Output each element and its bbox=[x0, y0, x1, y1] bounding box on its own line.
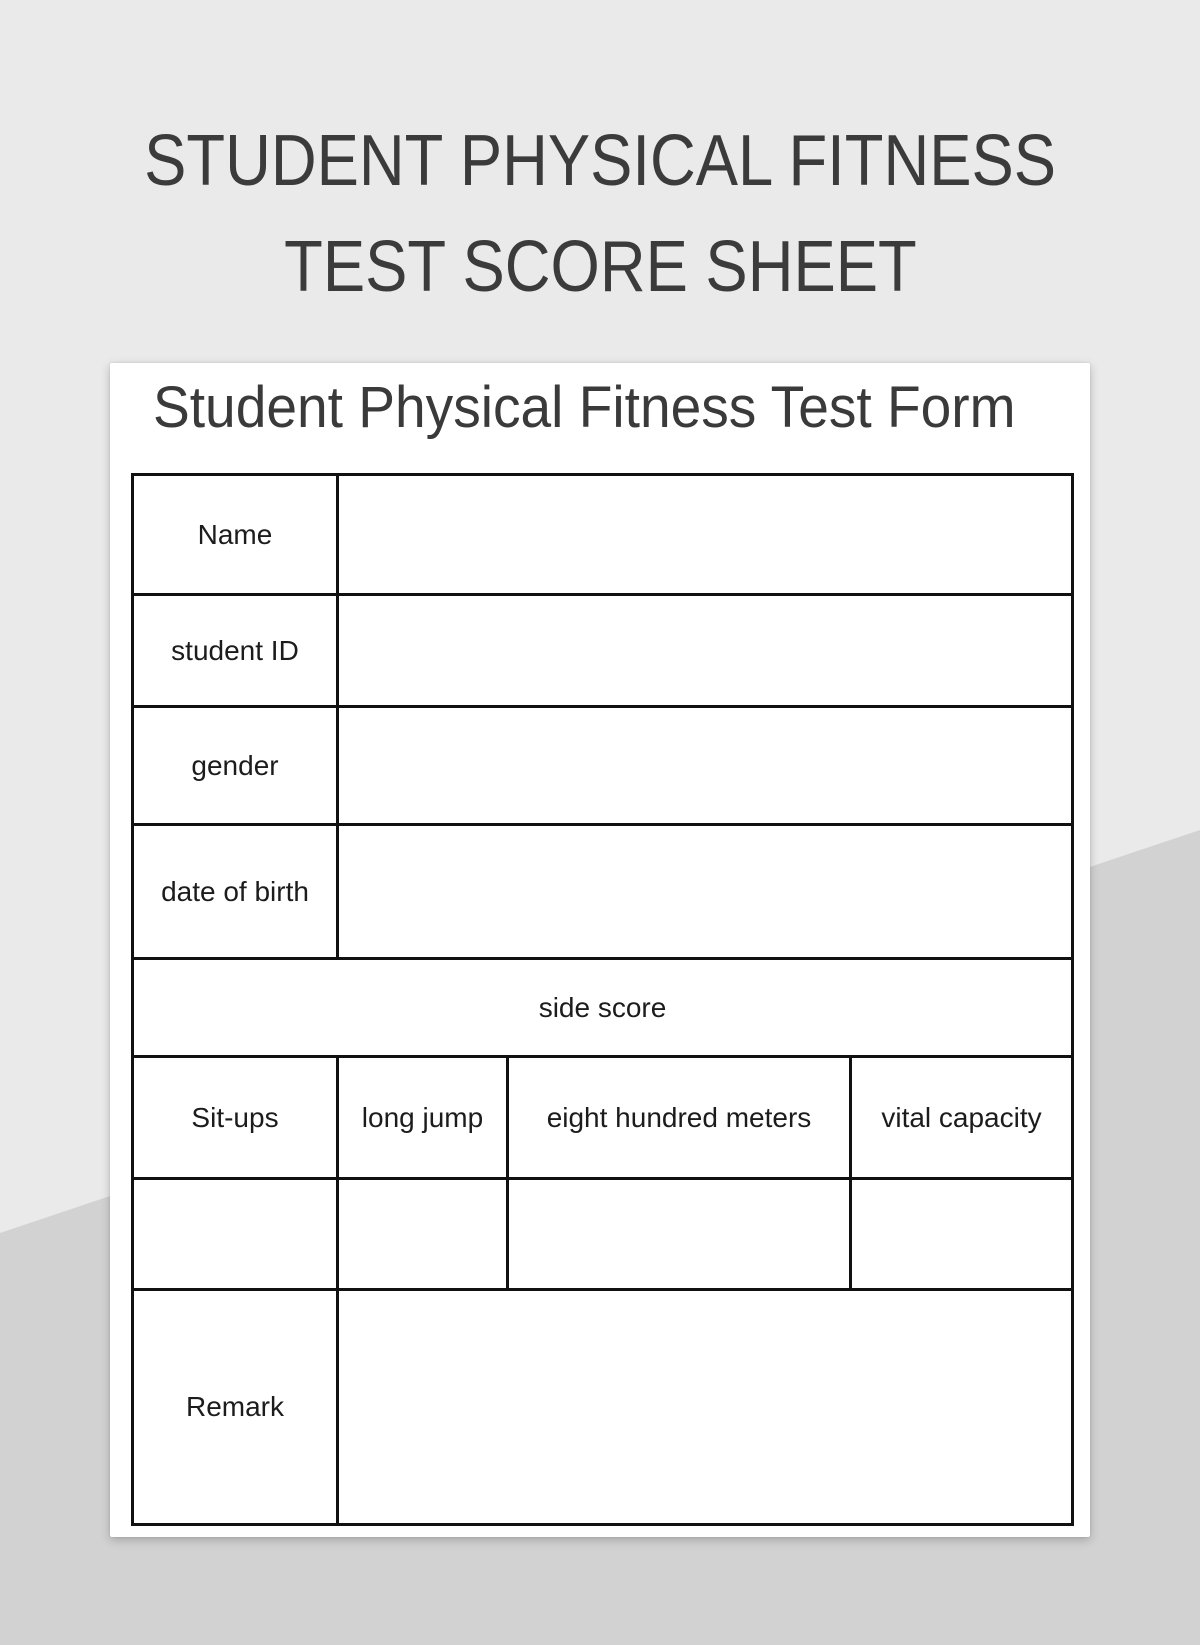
column-header-sit-ups: Sit-ups bbox=[131, 1055, 339, 1180]
form-title-text: Student Physical Fitness Test Form bbox=[153, 375, 1016, 440]
field-value-gender[interactable] bbox=[336, 705, 1074, 826]
field-label-date-of-birth: date of birth bbox=[131, 823, 339, 960]
field-label-remark: Remark bbox=[131, 1288, 339, 1526]
score-value-sit-ups[interactable] bbox=[131, 1177, 339, 1291]
field-value-date-of-birth[interactable] bbox=[336, 823, 1074, 960]
table-row-gender: gender bbox=[131, 705, 1074, 826]
column-header-eight-hundred-meters: eight hundred meters bbox=[506, 1055, 852, 1180]
field-value-name[interactable] bbox=[336, 473, 1074, 596]
section-header-side-score: side score bbox=[131, 957, 1074, 1058]
table-row-score-headers: Sit-ups long jump eight hundred meters v… bbox=[131, 1055, 1074, 1180]
score-value-vital-capacity[interactable] bbox=[849, 1177, 1074, 1291]
table-row-remark: Remark bbox=[131, 1288, 1074, 1526]
page-heading-line1: STUDENT PHYSICAL FITNESS bbox=[0, 108, 1200, 214]
score-value-long-jump[interactable] bbox=[336, 1177, 509, 1291]
form-title: Student Physical Fitness Test Form bbox=[153, 373, 1061, 443]
page-heading-line2-text: TEST SCORE SHEET bbox=[283, 227, 917, 307]
field-label-student-id: student ID bbox=[131, 593, 339, 708]
table-row-date-of-birth: date of birth bbox=[131, 823, 1074, 960]
table-row-name: Name bbox=[131, 473, 1074, 596]
field-label-gender: gender bbox=[131, 705, 339, 826]
page-heading: STUDENT PHYSICAL FITNESS TEST SCORE SHEE… bbox=[0, 108, 1200, 320]
field-value-remark[interactable] bbox=[336, 1288, 1074, 1526]
page-heading-line2: TEST SCORE SHEET bbox=[0, 214, 1200, 320]
column-header-vital-capacity: vital capacity bbox=[849, 1055, 1074, 1180]
page-heading-line1-text: STUDENT PHYSICAL FITNESS bbox=[144, 121, 1056, 201]
form-card: Student Physical Fitness Test Form Name … bbox=[110, 363, 1090, 1537]
table-row-score-values bbox=[131, 1177, 1074, 1291]
table-row-side-score: side score bbox=[131, 957, 1074, 1058]
column-header-long-jump: long jump bbox=[336, 1055, 509, 1180]
fitness-test-table: Name student ID gender date of birth sid… bbox=[131, 473, 1074, 1526]
field-label-name: Name bbox=[131, 473, 339, 596]
field-value-student-id[interactable] bbox=[336, 593, 1074, 708]
score-value-eight-hundred-meters[interactable] bbox=[506, 1177, 852, 1291]
table-row-student-id: student ID bbox=[131, 593, 1074, 708]
